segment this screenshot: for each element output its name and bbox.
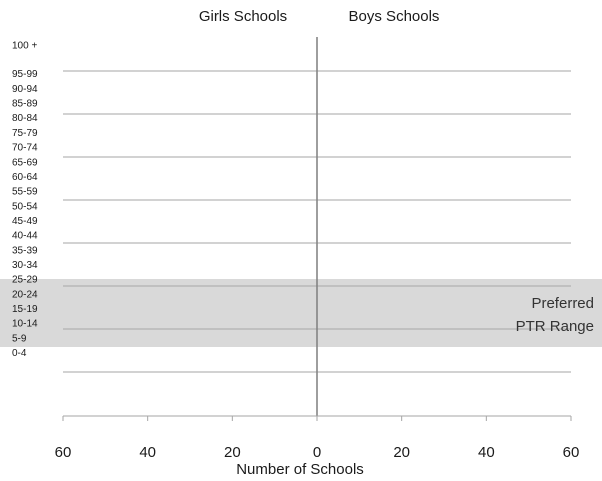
category-labels: 100 + 95-99 90-94 85-89 80-84 75-79 70-74 65-69…: [12, 41, 38, 360]
category-label: 25-29: [12, 275, 38, 286]
x-tick-label: 0: [313, 444, 321, 461]
preferred-range-band: [0, 279, 602, 347]
x-ticks: [62, 416, 572, 421]
x-tick-labels: 60 40 20 0 20 40 60: [55, 444, 580, 461]
category-label: 5-9: [12, 333, 27, 344]
category-label: 90-94: [12, 84, 38, 95]
x-tick-label: 40: [478, 444, 495, 461]
band-label-line1: Preferred: [531, 295, 594, 312]
x-axis-title: Number of Schools: [236, 461, 364, 478]
x-tick-label: 20: [224, 444, 241, 461]
category-label: 40-44: [12, 231, 38, 242]
series-header-boys: Boys Schools: [349, 8, 440, 25]
category-label: 80-84: [12, 113, 38, 124]
series-header-girls: Girls Schools: [199, 8, 287, 25]
category-label: 30-34: [12, 260, 38, 271]
category-label: 50-54: [12, 201, 38, 212]
category-label: 20-24: [12, 289, 38, 300]
category-label: 55-59: [12, 187, 38, 198]
category-label: 95-99: [12, 69, 38, 80]
category-label: 35-39: [12, 245, 38, 256]
category-label: 60-64: [12, 172, 38, 183]
category-label: 85-89: [12, 99, 38, 110]
category-label: 45-49: [12, 216, 38, 227]
x-tick-label: 60: [55, 444, 72, 461]
category-label: 0-4: [12, 348, 27, 359]
category-label: 70-74: [12, 143, 38, 154]
category-label: 100 +: [12, 41, 37, 52]
category-label: 15-19: [12, 304, 38, 315]
x-tick-label: 20: [393, 444, 410, 461]
category-label: 75-79: [12, 128, 38, 139]
x-tick-label: 40: [139, 444, 156, 461]
category-label: 10-14: [12, 319, 38, 330]
category-label: 65-69: [12, 157, 38, 168]
x-tick-label: 60: [563, 444, 580, 461]
band-label-line2: PTR Range: [516, 318, 594, 335]
